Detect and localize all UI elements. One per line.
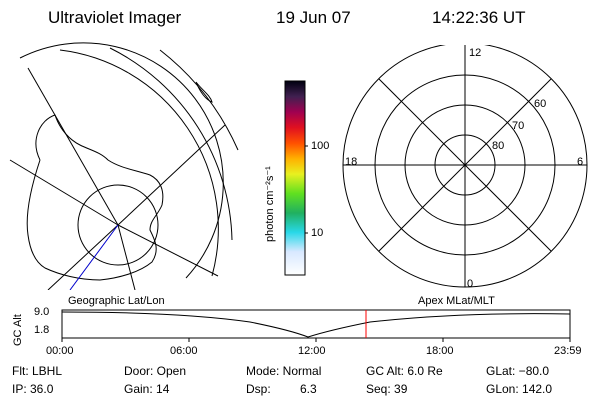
geographic-caption: Geographic Lat/Lon	[68, 295, 165, 307]
instrument-title: Ultraviolet Imager	[48, 8, 182, 27]
meridian-line	[117, 224, 136, 290]
door-status: Door: Open	[124, 364, 187, 378]
mlat-label-60: 60	[534, 98, 547, 110]
altitude-ytick-9: 9.0	[34, 306, 50, 318]
coastline	[195, 81, 213, 103]
latitude-arc	[19, 42, 224, 279]
geographic-map	[9, 42, 239, 290]
dsp-value: 6.3	[300, 382, 317, 396]
polar-circle	[77, 184, 159, 266]
mlt-diagonal	[378, 78, 552, 252]
meridian-line	[117, 224, 219, 277]
altitude-curve	[61, 311, 571, 338]
altitude-plot	[61, 309, 571, 342]
x-tick-label: 00:00	[46, 345, 74, 357]
ip-status: IP: 36.0	[12, 382, 54, 396]
x-tick-label: 12:00	[298, 345, 326, 357]
meridian-line	[27, 67, 119, 226]
apex-caption: Apex MLat/MLT	[418, 295, 495, 307]
time-label: 14:22:36 UT	[432, 8, 526, 27]
colorbar-scale	[284, 80, 306, 276]
meridian-line	[9, 159, 119, 226]
altitude-axis-label: GC Alt	[12, 314, 24, 346]
date-label: 19 Jun 07	[276, 8, 351, 27]
mode-status: Mode: Normal	[246, 364, 322, 378]
colorbar-tick-100: 100	[311, 140, 330, 152]
meridian-line	[47, 224, 119, 290]
meridian-line	[117, 124, 226, 226]
glon-status: GLon: 142.0	[486, 382, 553, 396]
mlat-label-70: 70	[512, 120, 525, 132]
mlt-label-0: 0	[467, 278, 474, 290]
x-tick-label: 06:00	[170, 345, 198, 357]
colorbar-unit-label: photon cm⁻²s⁻¹	[264, 166, 276, 242]
altitude-ytick-1-8: 1.8	[34, 324, 50, 336]
latitude-arc	[59, 49, 219, 277]
latitude-arc	[109, 47, 233, 241]
dsp-label: Dsp:	[246, 382, 271, 396]
latitude-arc	[159, 49, 239, 151]
mlt-label-6: 6	[577, 156, 584, 168]
mlat-label-80: 80	[492, 140, 505, 152]
mlt-label-18: 18	[345, 156, 358, 168]
x-tick-label: 23:59	[554, 345, 582, 357]
colorbar	[284, 80, 308, 276]
colorbar-tick-10: 10	[311, 227, 324, 239]
filter-status: Flt: LBHL	[12, 364, 63, 378]
coastline	[26, 114, 164, 281]
x-tick-label: 18:00	[426, 345, 454, 357]
seq-status: Seq: 39	[366, 382, 408, 396]
gain-status: Gain: 14	[124, 382, 170, 396]
glat-status: GLat: −80.0	[486, 364, 550, 378]
satellite-track	[69, 224, 119, 290]
mlt-label-12: 12	[469, 47, 482, 59]
polar-plot	[342, 45, 588, 288]
gc-alt-status: GC Alt: 6.0 Re	[366, 364, 443, 378]
